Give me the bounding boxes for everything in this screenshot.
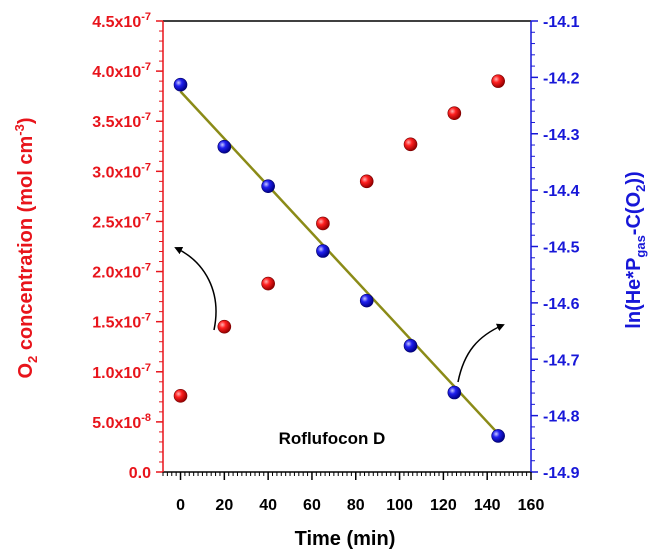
o2-concentration-point — [359, 174, 374, 189]
x-tick-label: 100 — [386, 497, 413, 514]
left-tick-label: 0.0 — [129, 465, 151, 482]
x-axis-title: Time (min) — [295, 528, 396, 550]
x-tick-label: 80 — [347, 497, 365, 514]
left-tick-label: 3.0x10-7 — [92, 161, 151, 181]
o2-concentration-point — [173, 389, 188, 403]
right-tick-label: -14.9 — [543, 465, 580, 482]
x-tick-label: 60 — [303, 497, 321, 514]
ln-value-point — [447, 385, 462, 400]
y-right-axis-title: ln(He*Pgas-C(O2)) — [623, 171, 648, 328]
right-tick-label: -14.6 — [543, 296, 580, 313]
fit-line-layer — [179, 90, 500, 435]
o2-concentration-point — [261, 276, 275, 291]
x-tick-label: 40 — [259, 497, 277, 514]
ln-value-point — [491, 429, 505, 443]
o2-concentration-point — [491, 74, 505, 88]
right-tick-label: -14.5 — [543, 240, 580, 257]
ln-value-point — [261, 179, 275, 193]
ln-value-point — [217, 139, 232, 154]
right-tick-label: -14.8 — [543, 409, 580, 426]
x-tick-label: 140 — [474, 497, 501, 514]
left-tick-label: 2.0x10-7 — [92, 262, 151, 282]
left-tick-labels: 0.0 5.0x10-8 1.0x10-7 1.5x10-7 2.0x10-7 2.5x1… — [92, 11, 151, 482]
fit-line — [179, 90, 500, 435]
left-tick-label: 1.5x10-7 — [92, 312, 151, 332]
right-tick-label: -14.3 — [543, 127, 580, 144]
x-tick-label: 160 — [518, 497, 545, 514]
ln-value-point — [173, 77, 188, 92]
x-tick-label: 0 — [176, 497, 185, 514]
left-tick-label: 2.5x10-7 — [92, 211, 151, 231]
x-tick-labels: 0 20 40 60 80 100 120 140 160 — [176, 497, 544, 514]
o2-concentration-point — [217, 319, 232, 334]
left-tick-label: 5.0x10-8 — [92, 412, 151, 432]
left-tick-label: 4.5x10-7 — [92, 11, 151, 31]
x-tick-label: 20 — [215, 497, 233, 514]
ln-value-point — [403, 338, 418, 353]
left-tick-label: 1.0x10-7 — [92, 362, 151, 382]
chart-annotation: Roflufocon D — [279, 429, 386, 448]
y-left-axis-title: O2 concentration (mol cm-3) — [12, 117, 40, 378]
arrow-to-left-axis — [174, 247, 217, 331]
o2-concentration-point — [316, 216, 330, 231]
axis-ticks — [156, 20, 538, 480]
ln-value-point — [316, 244, 330, 258]
left-tick-label: 4.0x10-7 — [92, 61, 151, 81]
o2-concentration-point — [403, 137, 418, 152]
arrow-to-right-axis — [457, 323, 505, 383]
o2-concentration-point — [447, 106, 462, 121]
right-tick-label: -14.4 — [543, 183, 580, 200]
ln-value-point — [359, 293, 374, 308]
right-tick-label: -14.1 — [543, 14, 580, 31]
x-tick-label: 120 — [430, 497, 457, 514]
right-tick-label: -14.2 — [543, 70, 580, 87]
right-tick-label: -14.7 — [543, 352, 580, 369]
left-tick-label: 3.5x10-7 — [92, 111, 151, 131]
points-layer — [173, 74, 505, 443]
right-tick-labels: -14.1 -14.2 -14.3 -14.4 -14.5 -14.6 -14.7 -14.8… — [543, 14, 580, 482]
